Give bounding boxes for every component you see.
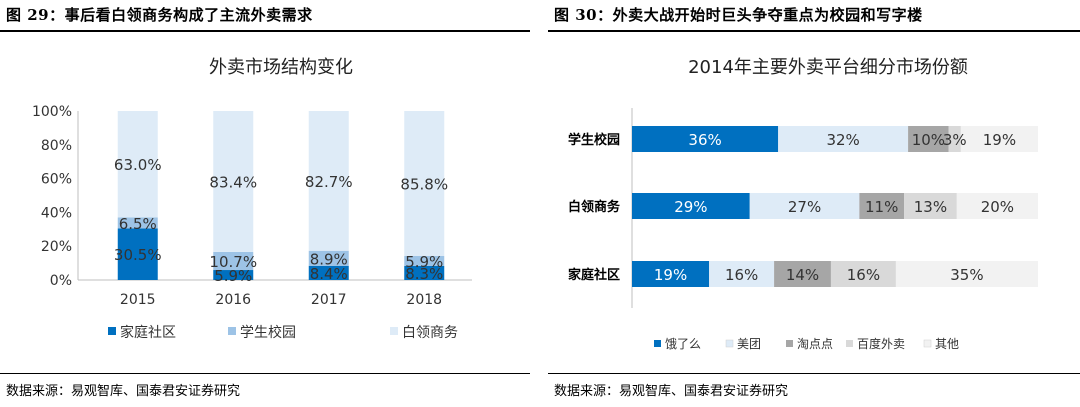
bar-segment bbox=[749, 193, 860, 219]
bar-segment bbox=[213, 251, 254, 271]
bar-segment bbox=[404, 111, 445, 257]
data-label: 63.0% bbox=[114, 156, 162, 174]
data-label: 5.9% bbox=[405, 253, 443, 271]
data-label: 30.5% bbox=[114, 246, 162, 264]
bar-segment bbox=[830, 261, 896, 287]
x-tick-label: 2017 bbox=[311, 292, 347, 308]
left-figure-title: 图 29：事后看白领商务构成了主流外卖需求 bbox=[6, 6, 313, 24]
bar-segment bbox=[404, 256, 445, 266]
data-label: 27% bbox=[788, 198, 821, 216]
bar-segment bbox=[213, 111, 254, 252]
data-label: 3% bbox=[943, 131, 967, 149]
category-label: 白领商务 bbox=[568, 199, 621, 215]
data-label: 36% bbox=[688, 131, 721, 149]
bar-segment bbox=[117, 111, 158, 218]
data-label: 8.9% bbox=[310, 250, 348, 268]
bar-segment bbox=[308, 265, 349, 280]
right-figure-title: 图 30：外卖大战开始时巨头争夺重点为校园和写字楼 bbox=[554, 6, 923, 24]
left-bottom-rule bbox=[0, 373, 530, 374]
data-label: 19% bbox=[654, 266, 687, 284]
data-label: 13% bbox=[914, 198, 947, 216]
market-structure-chart: 外卖市场结构变化 0% 20% 40% 60% 80% 100% 30.5% 6.5% 63.0%… bbox=[32, 57, 472, 341]
x-tick-label: 2015 bbox=[120, 292, 156, 308]
left-figure-panel: 图 29：事后看白领商务构成了主流外卖需求 外卖市场结构变化 0% 20% 40% 60… bbox=[0, 0, 530, 407]
legend-label: 淘点点 bbox=[797, 337, 833, 351]
bar-segment bbox=[774, 261, 831, 287]
bar-segment bbox=[859, 193, 905, 219]
category-label: 学生校园 bbox=[568, 132, 620, 148]
x-tick-label: 2018 bbox=[406, 292, 442, 308]
bar-segment bbox=[904, 193, 957, 219]
data-label: 16% bbox=[847, 266, 880, 284]
right-bottom-rule bbox=[548, 373, 1080, 374]
left-top-rule bbox=[0, 30, 530, 32]
data-label: 85.8% bbox=[400, 176, 448, 194]
data-label: 8.3% bbox=[405, 265, 443, 283]
data-label: 10.7% bbox=[209, 253, 257, 271]
bar-segment bbox=[213, 270, 254, 280]
category-label: 家庭社区 bbox=[568, 267, 620, 283]
y-tick-label: 40% bbox=[41, 205, 72, 221]
legend-swatch bbox=[108, 327, 116, 335]
bar-segment bbox=[960, 126, 1038, 152]
legend-label: 饿了么 bbox=[665, 337, 701, 351]
data-label: 35% bbox=[950, 266, 983, 284]
bar-segment bbox=[632, 193, 750, 219]
data-label: 82.7% bbox=[305, 173, 353, 191]
legend-swatch bbox=[725, 339, 734, 348]
bar-segment bbox=[308, 111, 349, 251]
legend-swatch bbox=[654, 340, 661, 347]
data-label: 19% bbox=[983, 131, 1016, 149]
bar-segment bbox=[632, 261, 710, 287]
bar-segment bbox=[117, 217, 158, 229]
x-tick-label: 2016 bbox=[215, 292, 251, 308]
bar-segment bbox=[908, 126, 949, 152]
bar-segment bbox=[117, 228, 158, 280]
right-figure-panel: 图 30：外卖大战开始时巨头争夺重点为校园和写字楼 2014年主要外卖平台细分市… bbox=[548, 0, 1080, 407]
y-tick-label: 20% bbox=[41, 239, 72, 255]
chart-title: 外卖市场结构变化 bbox=[209, 57, 353, 78]
right-source-note: 数据来源：易观智库、国泰君安证券研究 bbox=[554, 384, 789, 399]
data-label: 8.4% bbox=[310, 265, 348, 283]
bar-segment bbox=[956, 193, 1038, 219]
legend-label: 其他 bbox=[935, 337, 959, 351]
legend-label: 美团 bbox=[737, 337, 761, 351]
legend-swatch bbox=[923, 339, 932, 348]
legend-label: 白领商务 bbox=[402, 325, 458, 341]
legend-swatch bbox=[786, 340, 793, 347]
legend-label: 家庭社区 bbox=[120, 324, 176, 341]
right-top-rule bbox=[548, 30, 1080, 32]
data-label: 32% bbox=[826, 131, 859, 149]
bar-segment bbox=[778, 126, 909, 152]
y-tick-label: 60% bbox=[41, 172, 72, 188]
legend-label: 百度外卖 bbox=[857, 336, 905, 351]
bar-segment bbox=[404, 265, 445, 280]
data-label: 16% bbox=[725, 266, 758, 284]
y-tick-label: 100% bbox=[32, 104, 72, 120]
data-label: 14% bbox=[786, 266, 819, 284]
legend-swatch bbox=[228, 327, 236, 335]
legend-swatch bbox=[390, 327, 398, 335]
left-source-note: 数据来源：易观智库、国泰君安证券研究 bbox=[6, 384, 241, 399]
data-label: 6.5% bbox=[119, 215, 157, 233]
bar-segment bbox=[948, 126, 961, 152]
data-label: 5.9% bbox=[214, 267, 252, 285]
data-label: 10% bbox=[912, 131, 945, 149]
bar-segment bbox=[895, 261, 1038, 287]
bar-segment bbox=[709, 261, 775, 287]
y-tick-label: 0% bbox=[50, 273, 72, 289]
y-tick-label: 80% bbox=[41, 138, 72, 154]
bar-segment bbox=[308, 250, 349, 266]
data-label: 83.4% bbox=[209, 173, 257, 191]
data-label: 11% bbox=[865, 198, 898, 216]
legend-label: 学生校园 bbox=[240, 324, 296, 341]
bar-segment bbox=[632, 126, 779, 152]
data-label: 29% bbox=[674, 198, 707, 216]
legend-swatch bbox=[846, 340, 853, 347]
chart-title: 2014年主要外卖平台细分市场份额 bbox=[688, 57, 968, 78]
data-label: 20% bbox=[981, 198, 1014, 216]
